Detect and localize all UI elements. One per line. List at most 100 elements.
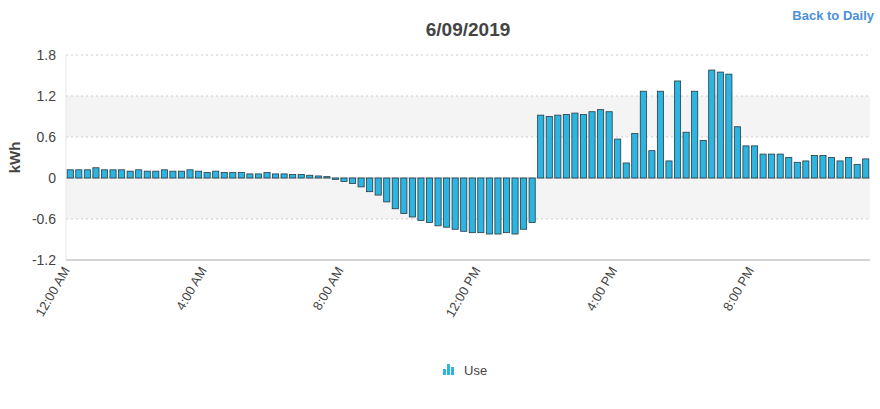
bar bbox=[76, 170, 82, 178]
bar bbox=[863, 159, 869, 178]
bar bbox=[341, 178, 347, 181]
x-tick-label: 8:00 PM bbox=[720, 264, 757, 313]
bar bbox=[435, 178, 441, 226]
bar bbox=[769, 154, 775, 178]
y-axis-line bbox=[66, 55, 67, 260]
bar bbox=[170, 171, 176, 178]
legend-icon bbox=[447, 364, 450, 375]
bar bbox=[358, 178, 364, 187]
legend: Use bbox=[443, 363, 487, 378]
bar bbox=[452, 178, 458, 229]
bar bbox=[101, 170, 107, 178]
back-link[interactable]: Back to Daily bbox=[792, 8, 874, 23]
bar bbox=[717, 72, 723, 178]
title: 6/09/2019 bbox=[426, 19, 511, 40]
bar bbox=[110, 170, 116, 178]
bar bbox=[247, 174, 253, 178]
x-tick-label: 4:00 PM bbox=[583, 264, 620, 313]
bar bbox=[187, 170, 193, 178]
legend-icon bbox=[451, 367, 454, 375]
grid-band bbox=[66, 96, 870, 137]
bar bbox=[195, 171, 201, 178]
bar bbox=[837, 161, 843, 178]
bar bbox=[709, 70, 715, 178]
grid bbox=[66, 55, 870, 260]
bar bbox=[751, 146, 757, 178]
bar bbox=[307, 175, 313, 178]
bar bbox=[409, 178, 415, 217]
bar bbox=[657, 91, 663, 178]
bar bbox=[375, 178, 381, 195]
bar bbox=[623, 163, 629, 178]
bar bbox=[563, 114, 569, 178]
grid-line bbox=[66, 260, 870, 261]
grid-line bbox=[66, 137, 870, 138]
x-tick-label: 4:00 AM bbox=[173, 264, 210, 313]
bar bbox=[820, 155, 826, 178]
bar bbox=[580, 114, 586, 178]
bar bbox=[213, 171, 219, 178]
bar bbox=[264, 173, 270, 178]
bar bbox=[512, 178, 518, 234]
bar bbox=[315, 176, 321, 178]
bar bbox=[127, 171, 133, 178]
grid-band bbox=[66, 178, 870, 219]
grid-line bbox=[66, 96, 870, 97]
grid-line bbox=[66, 55, 870, 56]
bar bbox=[683, 132, 689, 178]
bar bbox=[743, 146, 749, 178]
bar bbox=[461, 178, 467, 231]
bar bbox=[606, 112, 612, 178]
bar bbox=[255, 174, 261, 178]
bar bbox=[589, 112, 595, 178]
bar bbox=[666, 161, 672, 178]
bar bbox=[93, 168, 99, 178]
bar bbox=[734, 127, 740, 178]
bar bbox=[495, 178, 501, 234]
bar bbox=[503, 178, 509, 233]
bar bbox=[67, 170, 73, 178]
bar bbox=[401, 178, 407, 214]
y-axis-label: kWh bbox=[6, 142, 23, 174]
bar bbox=[84, 170, 90, 178]
bar bbox=[674, 81, 680, 178]
chart: -1.2-0.600.61.21.812:00 AM4:00 AM8:00 AM… bbox=[0, 0, 880, 409]
bar bbox=[298, 175, 304, 178]
bar bbox=[777, 154, 783, 178]
bar bbox=[367, 178, 373, 192]
bar bbox=[418, 178, 424, 220]
bar bbox=[392, 178, 398, 209]
bar bbox=[178, 171, 184, 178]
bar bbox=[692, 91, 698, 178]
y-tick-label: 0 bbox=[48, 170, 56, 186]
bar bbox=[828, 158, 834, 179]
bar bbox=[811, 155, 817, 178]
bar bbox=[521, 178, 527, 229]
legend-label: Use bbox=[464, 363, 487, 378]
bars bbox=[67, 70, 869, 234]
bar bbox=[426, 178, 432, 222]
bar bbox=[119, 170, 125, 178]
bar bbox=[161, 170, 167, 178]
bar bbox=[529, 178, 535, 222]
bar bbox=[281, 174, 287, 178]
bar bbox=[538, 115, 544, 178]
bar bbox=[846, 158, 852, 179]
bar bbox=[238, 173, 244, 178]
bar bbox=[272, 174, 278, 178]
bar bbox=[760, 154, 766, 178]
bar bbox=[349, 178, 355, 183]
y-tick-label: -0.6 bbox=[32, 211, 56, 227]
x-tick-label: 12:00 AM bbox=[32, 264, 72, 319]
bar bbox=[290, 175, 296, 178]
bar bbox=[332, 178, 338, 179]
x-tick-label: 12:00 PM bbox=[443, 264, 484, 320]
bar bbox=[615, 139, 621, 178]
bar bbox=[597, 110, 603, 178]
y-tick-label: 1.8 bbox=[37, 47, 57, 63]
bar bbox=[478, 178, 484, 233]
bar bbox=[444, 178, 450, 227]
legend-icon bbox=[443, 369, 446, 375]
bar bbox=[803, 161, 809, 178]
y-tick-label: 1.2 bbox=[37, 88, 57, 104]
